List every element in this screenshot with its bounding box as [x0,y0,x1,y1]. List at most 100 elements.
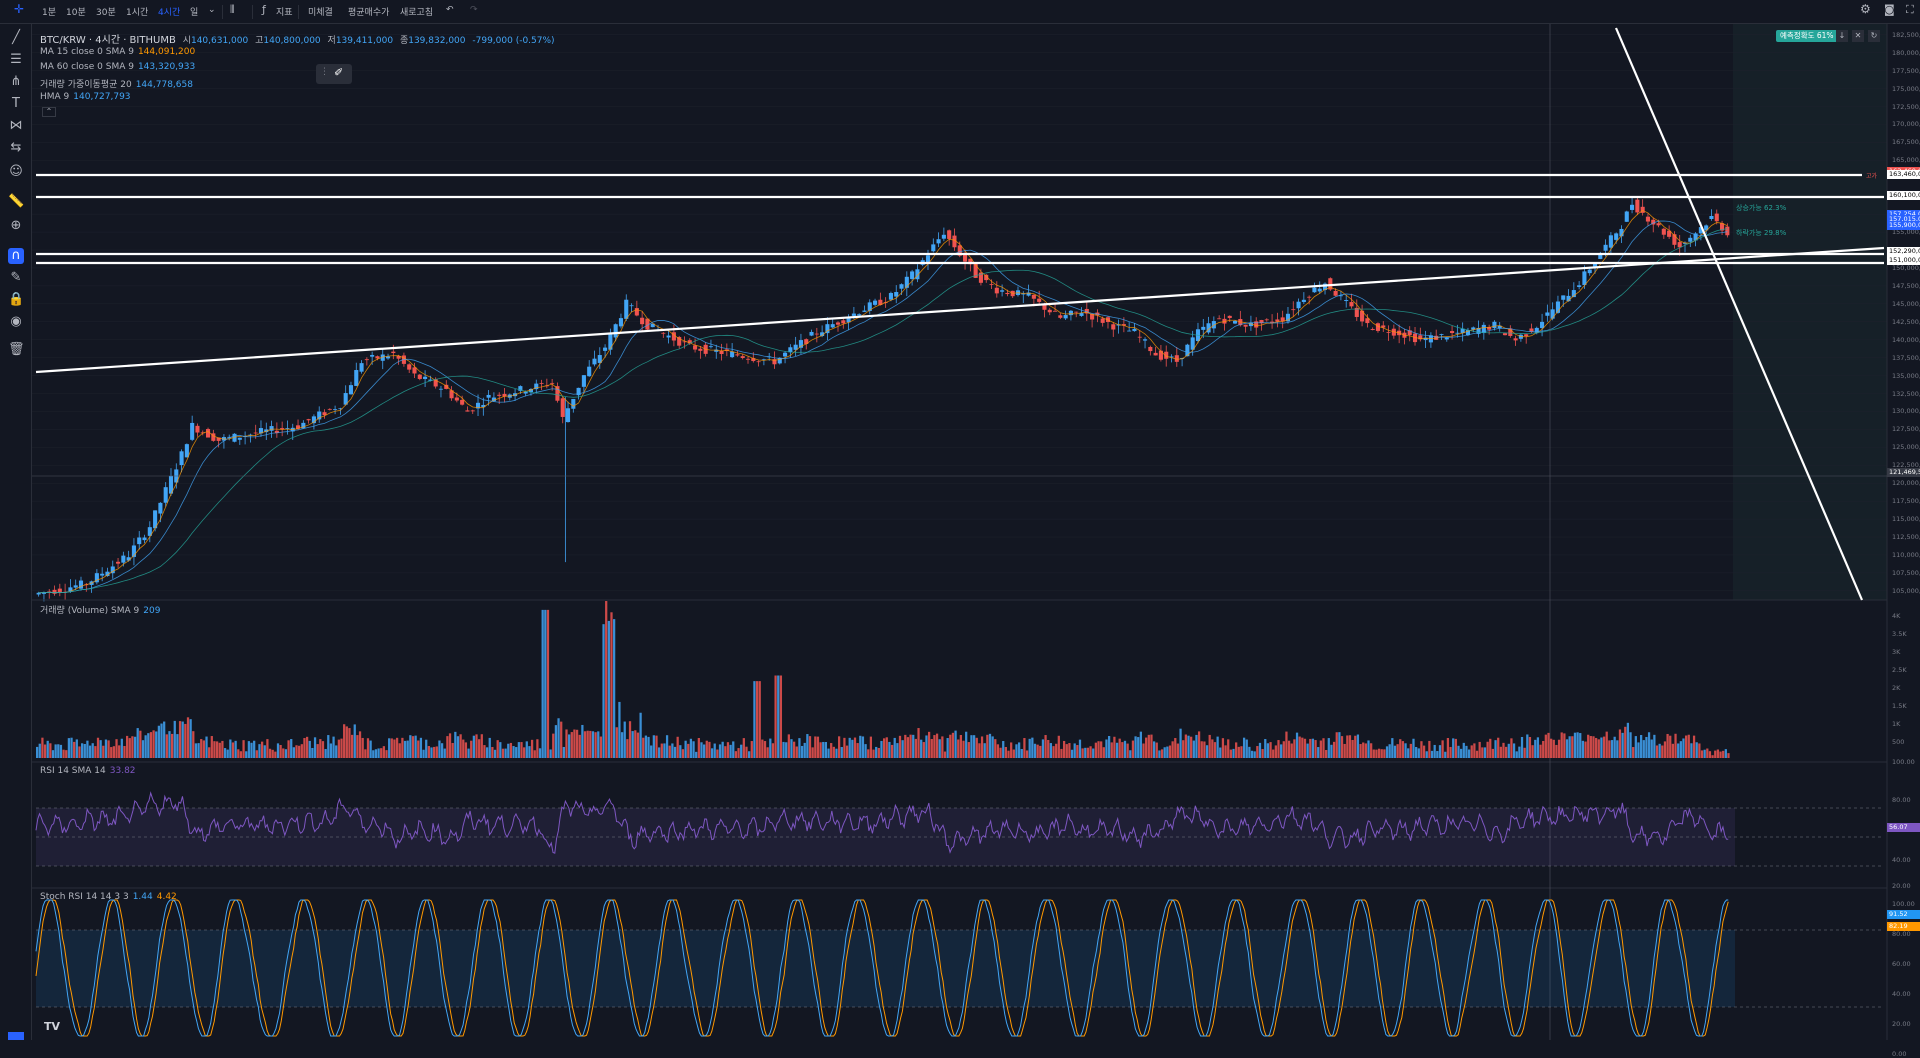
zoom-icon[interactable]: ⊕ [10,218,22,233]
pattern-icon[interactable]: ⋈ [9,118,23,133]
magnet-icon[interactable]: ∩ [8,248,24,264]
candle-body [116,561,121,564]
trendline-icon[interactable]: ╱ [12,30,20,45]
text-icon[interactable]: T [12,96,20,111]
trash-icon[interactable]: 🗑 [8,342,25,357]
volume-bar [1205,745,1209,758]
candle-body [1111,324,1116,330]
ruler-icon[interactable]: 📏 [8,194,25,209]
drawn-lines[interactable] [35,27,1885,601]
volume-axis-label: 4K [1892,612,1901,620]
price-axis-label: 182,500,0 [1892,30,1920,39]
volume-bar [838,736,841,758]
hma-label: HMA 9 [40,92,70,102]
collapse-legend-button[interactable]: ⌃ [42,107,56,117]
close-icon[interactable]: ✕ [1852,30,1864,42]
prob-up-label: 상승가능 62.3% [1736,204,1787,212]
crosshair-icon[interactable]: ✛ [14,2,25,16]
volume-bar [329,743,333,758]
candle-body [1000,290,1005,292]
ma60-legend[interactable]: MA 60 close 0 SMA 9 143,320,933 [40,62,195,72]
price-axis-label: 120,000,0 [1892,479,1920,488]
avg-buy-price-button[interactable]: 평균매수가 [348,8,390,18]
volume-bar [1481,747,1484,758]
candle-body [1555,301,1560,313]
fullscreen-icon[interactable]: ⛶ [1906,3,1914,16]
redo-icon[interactable]: ↷ [470,5,478,15]
candle-body [603,347,608,351]
interval-10m[interactable]: 10분 [66,8,86,18]
candle-body [1074,311,1079,313]
volume-bar [226,749,229,758]
volume-bar [798,738,801,758]
volume-bar [1475,750,1479,758]
volume-bar [1182,740,1185,758]
interval-1m[interactable]: 1분 [42,8,57,18]
volume-legend[interactable]: 거래량 (Volume) SMA 9 209 [40,603,160,616]
emoji-icon[interactable]: ☺ [9,164,23,179]
volume-bar [517,742,520,758]
volume-bar [724,746,727,758]
interval-1h[interactable]: 1시간 [126,8,149,18]
refresh-button[interactable]: 새로고침 [400,8,434,18]
hma-legend[interactable]: HMA 9 140,727,793 [40,92,131,102]
volume-bar [1653,734,1656,758]
ma-line [38,209,1728,594]
open-orders-button[interactable]: 미체결 [308,8,333,18]
candle-body [1407,330,1412,336]
candle-body [518,386,523,391]
volume-bar [181,721,184,758]
stoch-legend[interactable]: Stoch RSI 14 14 3 3 1.44 4.42 [40,892,177,902]
ma15-label: MA 15 close 0 SMA 9 [40,47,134,57]
volume-bar [1084,747,1087,758]
camera-icon[interactable]: ◙ [1884,3,1895,16]
candle-body [714,349,719,352]
symbol-legend[interactable]: BTC/KRW · 4시간 · BITHUMB 시140,631,000 고14… [40,31,555,46]
floating-drawing-toolbar[interactable]: ⋮ ✐ [316,64,352,84]
volume-bar [943,751,947,758]
volume-bar [1367,740,1370,758]
prediction-badge[interactable]: 예측정확도 61% [1776,30,1838,42]
tradingview-logo[interactable]: TV [44,1020,61,1033]
volume-bar [1523,747,1526,758]
horizontal-lines-icon[interactable]: ☰ [10,52,22,67]
volume-bar [388,738,391,758]
eye-icon[interactable]: ◉ [10,314,22,329]
refresh-icon[interactable]: ↻ [1868,30,1880,42]
volume-bar [345,726,348,758]
pitchfork-icon[interactable]: ⋔ [10,74,22,89]
undo-icon[interactable]: ↶ [446,5,454,15]
volume-bar [573,729,576,758]
candle-body [846,318,851,323]
interval-30m[interactable]: 30분 [96,8,116,18]
drag-handle-icon[interactable]: ⋮ [320,67,329,77]
volume-bar [1385,746,1389,758]
candle-type-icon[interactable]: ⫴ [230,3,235,16]
candle-body [1492,321,1497,329]
volume-bar [1616,740,1619,758]
volume-bar [1526,734,1529,758]
vwma-legend[interactable]: 거래량 가중이동평균 20 144,778,658 [40,77,193,90]
volume-bar [282,748,285,758]
projection-icon[interactable]: ⇆ [10,140,22,155]
indicator-icon[interactable]: ƒ [262,3,266,16]
low-label: 저 [327,36,336,46]
indicators-button[interactable]: 지표 [276,8,293,18]
chevron-down-icon[interactable]: ⌄ [208,5,216,15]
candle-body [1259,320,1264,324]
volume-bar [46,740,49,758]
volume-bar [933,735,936,758]
rsi-legend[interactable]: RSI 14 SMA 14 33.82 [40,766,136,776]
interval-day[interactable]: 일 [190,8,199,18]
lock-drawing-icon[interactable]: ✎ [10,270,22,285]
gear-icon[interactable]: ⚙ [1860,2,1871,16]
ma15-legend[interactable]: MA 15 close 0 SMA 9 144,091,200 [40,47,195,57]
volume-bar [644,735,648,758]
pen-icon[interactable]: ✐ [334,66,344,79]
arrow-down-icon[interactable]: ↓ [1836,30,1848,42]
interval-4h[interactable]: 4시간 [158,8,181,18]
volume-bar [562,746,565,758]
stoch-axis-label: 80.00 [1892,930,1911,938]
lock-icon[interactable]: 🔒 [8,292,25,307]
